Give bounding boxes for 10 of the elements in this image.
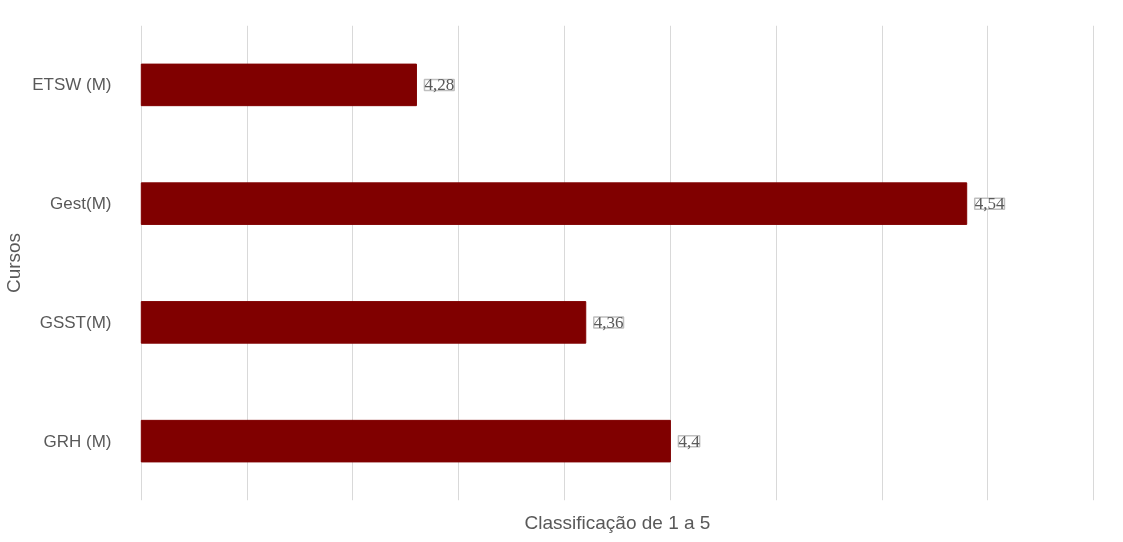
- data-label: 4,54: [974, 194, 1005, 214]
- y-tick-label: GRH (M): [43, 431, 112, 451]
- data-label: 4,36: [593, 312, 624, 332]
- y-axis-title: Cursos: [3, 232, 25, 294]
- data-label: 4,28: [424, 75, 455, 95]
- data-label: 4,4: [678, 431, 701, 451]
- y-tick-label: GSST(M): [39, 312, 112, 332]
- y-tick-label: Gest(M): [50, 194, 112, 214]
- x-axis-title: Classificação de 1 a 5: [524, 511, 711, 533]
- y-tick-label: ETSW (M): [32, 75, 112, 95]
